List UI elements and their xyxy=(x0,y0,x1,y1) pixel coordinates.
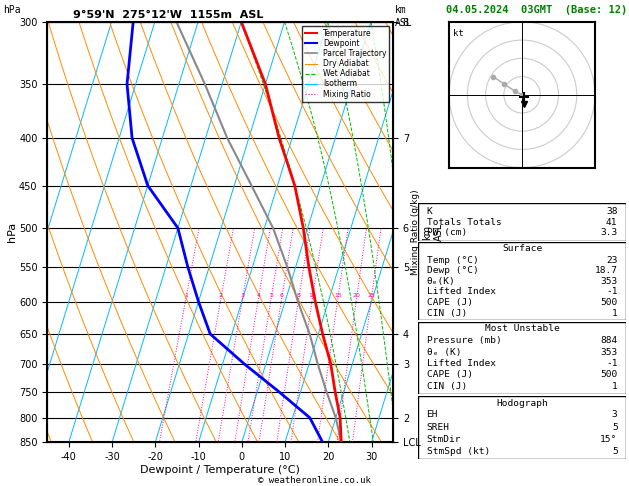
Text: 18.7: 18.7 xyxy=(594,266,618,276)
Text: kt: kt xyxy=(453,29,464,38)
Text: SREH: SREH xyxy=(426,423,450,432)
Text: CIN (J): CIN (J) xyxy=(426,382,467,391)
Text: 23: 23 xyxy=(606,256,618,265)
Text: ASL: ASL xyxy=(394,18,412,29)
Text: 884: 884 xyxy=(600,336,618,345)
Text: 500: 500 xyxy=(600,298,618,307)
Text: θₑ (K): θₑ (K) xyxy=(426,347,461,357)
Text: 1: 1 xyxy=(612,382,618,391)
Y-axis label: km
ASL: km ASL xyxy=(422,223,443,241)
Text: km: km xyxy=(394,5,406,15)
Text: 6: 6 xyxy=(280,293,284,298)
Text: Dewp (°C): Dewp (°C) xyxy=(426,266,478,276)
Text: θₑ(K): θₑ(K) xyxy=(426,277,455,286)
Legend: Temperature, Dewpoint, Parcel Trajectory, Dry Adiabat, Wet Adiabat, Isotherm, Mi: Temperature, Dewpoint, Parcel Trajectory… xyxy=(302,26,389,102)
Text: 1: 1 xyxy=(612,309,618,317)
Text: 1: 1 xyxy=(184,293,188,298)
Text: Mixing Ratio (g/kg): Mixing Ratio (g/kg) xyxy=(411,189,420,275)
Title: 9°59'N  275°12'W  1155m  ASL: 9°59'N 275°12'W 1155m ASL xyxy=(73,10,264,20)
Text: 38: 38 xyxy=(606,207,618,216)
Text: 353: 353 xyxy=(600,347,618,357)
Text: 8: 8 xyxy=(297,293,301,298)
Text: Surface: Surface xyxy=(502,244,542,253)
Text: Lifted Index: Lifted Index xyxy=(426,359,496,368)
Text: 15: 15 xyxy=(334,293,342,298)
Text: © weatheronline.co.uk: © weatheronline.co.uk xyxy=(258,476,371,485)
Text: StmDir: StmDir xyxy=(426,435,461,444)
Text: CIN (J): CIN (J) xyxy=(426,309,467,317)
Text: EH: EH xyxy=(426,410,438,419)
Text: CAPE (J): CAPE (J) xyxy=(426,370,472,380)
Text: 5: 5 xyxy=(269,293,273,298)
Text: 2: 2 xyxy=(219,293,223,298)
Text: 3: 3 xyxy=(240,293,245,298)
Text: -1: -1 xyxy=(606,359,618,368)
Text: 15°: 15° xyxy=(600,435,618,444)
Text: 4: 4 xyxy=(257,293,260,298)
Text: Most Unstable: Most Unstable xyxy=(485,324,559,333)
Text: Temp (°C): Temp (°C) xyxy=(426,256,478,265)
Text: 20: 20 xyxy=(353,293,360,298)
Text: 3.3: 3.3 xyxy=(600,228,618,237)
Text: 04.05.2024  03GMT  (Base: 12): 04.05.2024 03GMT (Base: 12) xyxy=(445,5,627,15)
Text: Pressure (mb): Pressure (mb) xyxy=(426,336,501,345)
Text: hPa: hPa xyxy=(3,5,21,15)
Text: Hodograph: Hodograph xyxy=(496,399,548,408)
Text: 5: 5 xyxy=(612,423,618,432)
Text: 3: 3 xyxy=(612,410,618,419)
Text: K: K xyxy=(426,207,432,216)
Text: 353: 353 xyxy=(600,277,618,286)
Text: Totals Totals: Totals Totals xyxy=(426,218,501,226)
Text: 500: 500 xyxy=(600,370,618,380)
Text: Lifted Index: Lifted Index xyxy=(426,287,496,296)
Text: CAPE (J): CAPE (J) xyxy=(426,298,472,307)
Text: 10: 10 xyxy=(309,293,316,298)
Text: 5: 5 xyxy=(612,448,618,456)
Text: -1: -1 xyxy=(606,287,618,296)
Text: PW (cm): PW (cm) xyxy=(426,228,467,237)
Text: 41: 41 xyxy=(606,218,618,226)
Text: StmSpd (kt): StmSpd (kt) xyxy=(426,448,490,456)
Text: 25: 25 xyxy=(367,293,376,298)
Y-axis label: hPa: hPa xyxy=(8,222,18,242)
X-axis label: Dewpoint / Temperature (°C): Dewpoint / Temperature (°C) xyxy=(140,465,300,475)
